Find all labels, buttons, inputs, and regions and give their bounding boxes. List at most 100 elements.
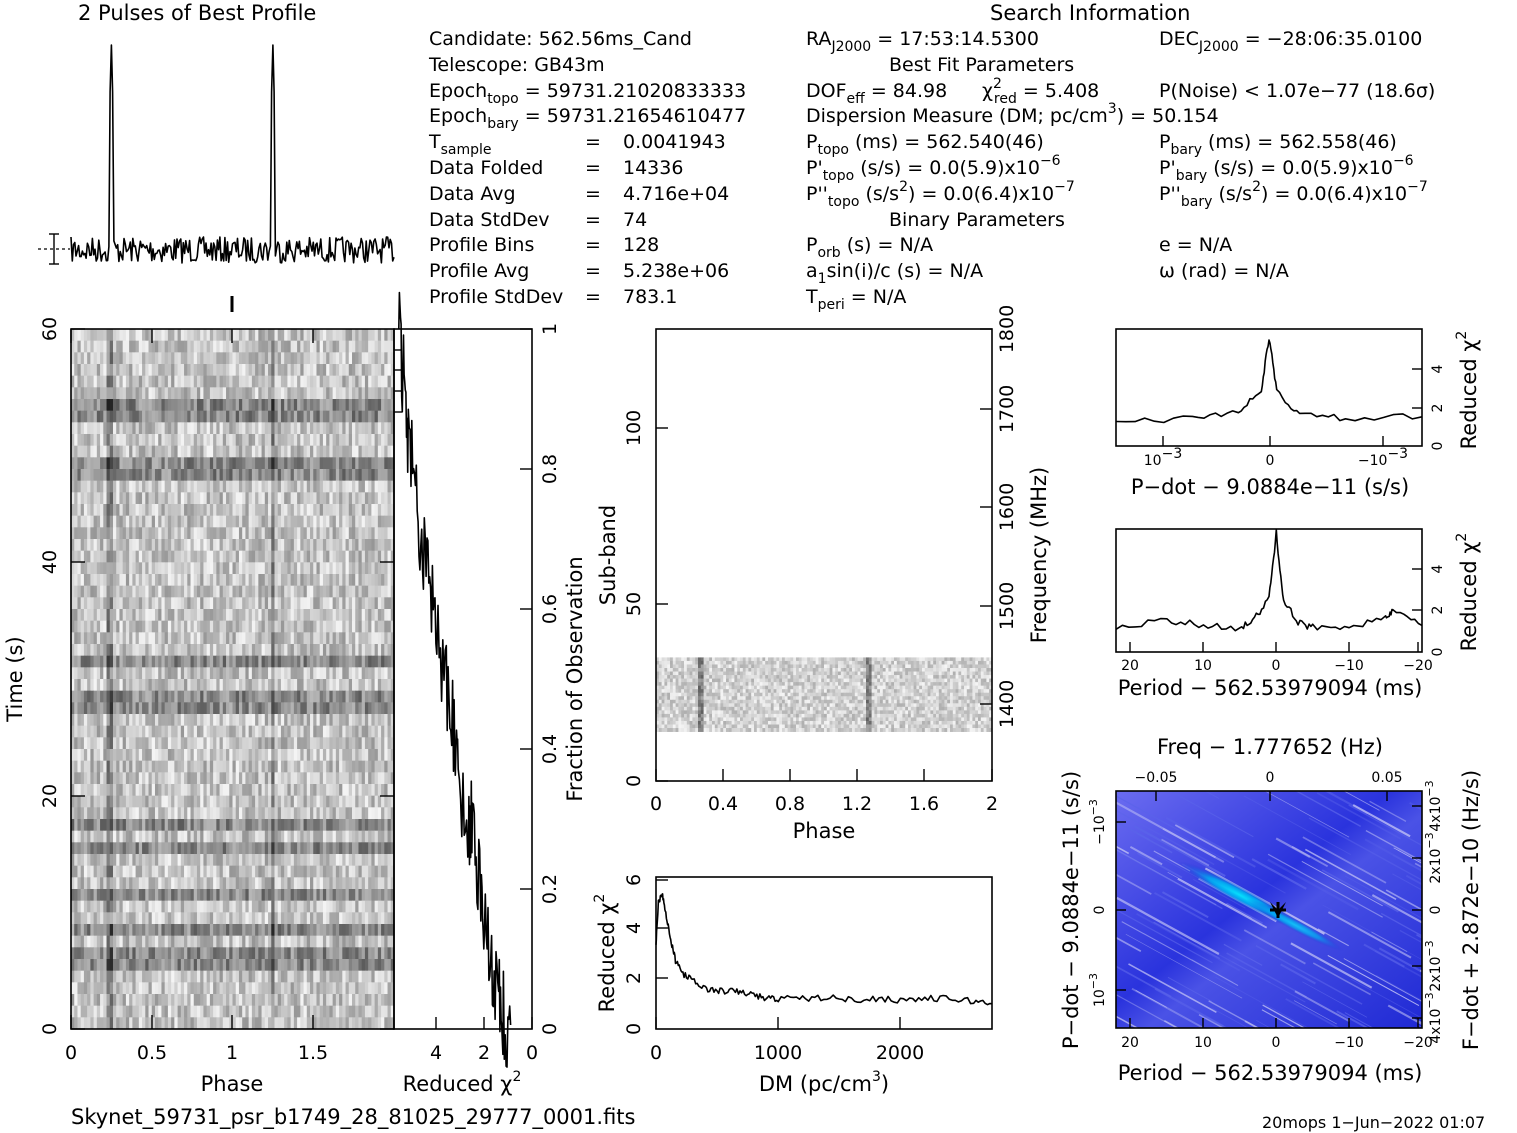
heat-cell xyxy=(106,690,111,703)
heat-cell xyxy=(371,620,376,633)
heat-cell xyxy=(316,340,321,353)
heat-cell xyxy=(135,900,140,913)
heat-cell xyxy=(232,644,237,657)
heat-cell xyxy=(384,492,388,505)
heat-cell xyxy=(274,854,279,867)
heat-cell xyxy=(229,562,233,575)
heat-cell xyxy=(271,807,275,820)
heat-cell xyxy=(322,364,327,377)
heat-cell xyxy=(326,562,330,575)
heat-cell xyxy=(164,515,169,528)
heat-cell xyxy=(264,434,269,447)
heat-cell xyxy=(390,632,394,645)
heat-cell xyxy=(274,562,279,575)
heat-cell xyxy=(209,469,214,482)
heat-cell xyxy=(77,550,82,563)
heat-cell xyxy=(138,690,143,703)
heat-cell xyxy=(213,667,217,680)
heat-cell xyxy=(303,399,308,412)
heat-cell xyxy=(125,854,130,867)
heat-cell xyxy=(255,854,259,867)
heat-cell xyxy=(177,865,182,878)
heat-cell xyxy=(271,515,275,528)
heat-cell xyxy=(226,422,230,435)
heat-cell xyxy=(271,620,275,633)
heat-cell xyxy=(235,364,240,377)
heat-cell xyxy=(255,842,259,855)
heat-cell xyxy=(129,434,133,447)
heat-cell xyxy=(342,352,346,365)
heat-cell xyxy=(90,609,95,622)
heat-cell xyxy=(213,352,217,365)
heat-cell xyxy=(313,702,317,715)
heat-cell xyxy=(167,830,172,843)
heat-cell xyxy=(174,550,178,563)
heat-cell xyxy=(268,690,272,703)
heat-cell xyxy=(161,830,166,843)
heat-cell xyxy=(342,364,346,377)
heat-cell xyxy=(209,457,214,470)
heat-cell xyxy=(235,387,240,400)
heat-cell xyxy=(213,725,217,738)
heat-cell xyxy=(374,364,379,377)
heat-cell xyxy=(106,480,111,493)
heat-cell xyxy=(306,667,311,680)
heat-cell xyxy=(125,422,130,435)
heat-cell xyxy=(109,690,114,703)
heat-cell xyxy=(342,550,346,563)
heat-cell xyxy=(277,457,282,470)
heat-cell xyxy=(132,597,136,610)
heat-cell xyxy=(164,457,169,470)
heat-cell xyxy=(242,375,246,388)
heat-cell xyxy=(345,469,350,482)
heat-cell xyxy=(77,655,82,668)
heat-cell xyxy=(161,434,166,447)
heat-cell xyxy=(158,667,162,680)
heat-cell xyxy=(90,469,95,482)
heat-cell xyxy=(200,539,204,552)
heat-cell xyxy=(112,562,117,575)
heat-cell xyxy=(145,714,149,727)
heat-cell xyxy=(364,329,369,342)
heat-cell xyxy=(303,819,308,832)
heat-cell xyxy=(206,854,211,867)
heat-cell xyxy=(248,387,253,400)
heat-cell xyxy=(306,375,311,388)
heat-cell xyxy=(235,644,240,657)
heat-cell xyxy=(335,620,340,633)
heat-cell xyxy=(80,457,85,470)
heat-cell xyxy=(138,830,143,843)
heat-cell xyxy=(303,807,308,820)
heat-cell xyxy=(135,620,140,633)
heat-cell xyxy=(216,539,220,552)
heat-cell xyxy=(174,877,178,890)
heat-cell xyxy=(322,772,327,785)
heat-cell xyxy=(125,364,130,377)
heat-cell xyxy=(196,562,201,575)
heat-cell xyxy=(167,539,172,552)
heat-cell xyxy=(177,655,182,668)
heat-cell xyxy=(148,597,153,610)
heat-cell xyxy=(306,399,311,412)
heat-cell xyxy=(180,574,185,587)
heat-cell xyxy=(196,877,201,890)
heat-cell xyxy=(287,749,292,762)
heat-cell xyxy=(368,515,372,528)
heat-cell xyxy=(284,597,288,610)
heat-cell xyxy=(300,749,304,762)
heat-cell xyxy=(361,830,366,843)
heat-cell xyxy=(377,492,382,505)
heat-cell xyxy=(161,585,166,598)
heat-cell xyxy=(154,340,159,353)
heat-cell xyxy=(222,830,227,843)
heat-cell xyxy=(83,889,88,902)
heat-cell xyxy=(235,749,240,762)
heat-cell xyxy=(200,854,204,867)
heat-cell xyxy=(355,492,359,505)
heat-cell xyxy=(164,492,169,505)
heat-cell xyxy=(213,679,217,692)
heat-cell xyxy=(248,434,253,447)
heat-cell xyxy=(209,329,214,342)
heat-cell xyxy=(209,854,214,867)
heat-cell xyxy=(74,387,78,400)
